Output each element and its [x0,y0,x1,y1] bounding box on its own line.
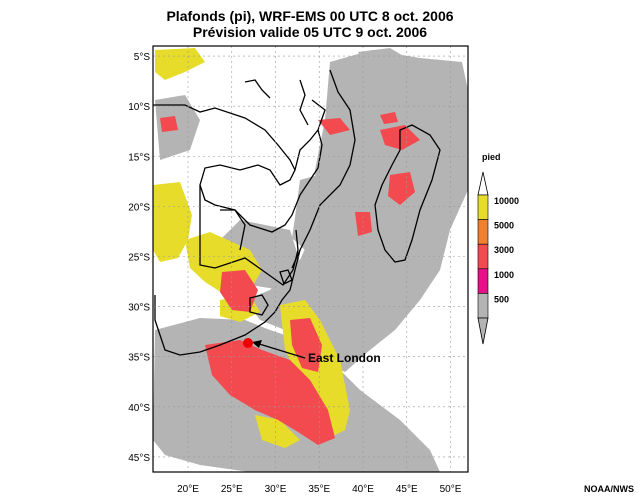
legend-label: 500 [494,294,509,304]
border-north [244,79,271,99]
legend-label: 1000 [494,270,514,280]
grey-cloud-west [155,95,200,160]
lat-label: 10°S [128,102,150,113]
map-frame [152,45,469,473]
annotation-arrow-line [255,342,306,359]
lat-label: 40°S [128,403,150,414]
legend-swatch [477,243,489,270]
lon-label: 25°E [221,484,243,495]
map-title-line1: Plafonds (pi), WRF-EMS 00 UTC 8 oct. 200… [166,8,454,24]
lat-label: 35°S [128,353,150,364]
red-cloud-ne [380,112,398,124]
legend-label: 10000 [494,196,519,206]
lat-label: 20°S [128,202,150,213]
lon-label: 45°E [396,484,418,495]
border-lesotho [249,294,269,316]
grey-cloud-north [358,48,410,80]
red-cloud-nw [160,116,178,132]
lon-label: 30°E [265,484,287,495]
yellow-cloud-south [255,415,300,448]
border-lake-tanganyika [299,79,309,126]
border-central-africa [153,99,326,233]
red-cloud-madagascar [388,172,415,205]
border-eswatini [279,269,293,285]
border-malawi [294,129,319,171]
legend-bottom-arrow [477,317,489,345]
red-cloud-coast [290,318,322,372]
east-london-marker [243,338,253,348]
lon-label: 40°E [352,484,374,495]
red-cloud-offshore [205,340,335,445]
grey-cloud-mozambique [292,175,322,250]
map-title-line2: Prévision valide 05 UTC 9 oct. 2006 [192,24,428,40]
legend-swatch [477,268,489,294]
credit-label: NOAA/NWS [584,484,634,494]
border-mozambique [291,69,356,269]
border-south-africa-coast [154,249,301,356]
longitude-labels: 20°E 25°E 30°E 35°E 40°E 45°E 50°E [177,484,462,495]
lon-label: 50°E [440,484,462,495]
legend-label: 5000 [494,221,514,231]
legend-label: 3000 [494,245,514,255]
lon-label: 35°E [308,484,330,495]
latitude-labels: 5°S 10°S 15°S 20°S 25°S 30°S 35°S 40°S 45°S [128,52,150,464]
red-cloud-tanzania [318,118,350,135]
gridlines [153,46,468,472]
annotation-arrowhead [252,340,262,348]
east-london-label: East London [308,351,381,365]
border-madagascar [374,124,441,263]
lat-label: 25°S [128,252,150,263]
lat-label: 45°S [128,453,150,464]
red-cloud-channel [355,212,372,236]
lon-label: 20°E [177,484,199,495]
border-botswana-zimbabwe [220,209,246,251]
legend-top-arrow [477,171,489,196]
grey-ocean-cloud-east [245,50,468,372]
yellow-cloud-nw [155,48,205,80]
ceiling-red-areas [160,112,420,445]
lat-label: 30°S [128,303,150,314]
legend-swatch [477,293,489,319]
legend-unit: pied [482,152,501,162]
legend-swatch [477,194,489,220]
color-legend: pied 10000 5000 3000 1000 500 [477,152,519,345]
east-london-annotation: East London [243,338,381,365]
country-boundaries [153,69,441,356]
lat-label: 15°S [128,152,150,163]
lat-label: 5°S [134,52,151,63]
yellow-cloud-west [153,182,192,262]
legend-swatch [477,219,489,245]
red-cloud-interior [220,270,258,312]
